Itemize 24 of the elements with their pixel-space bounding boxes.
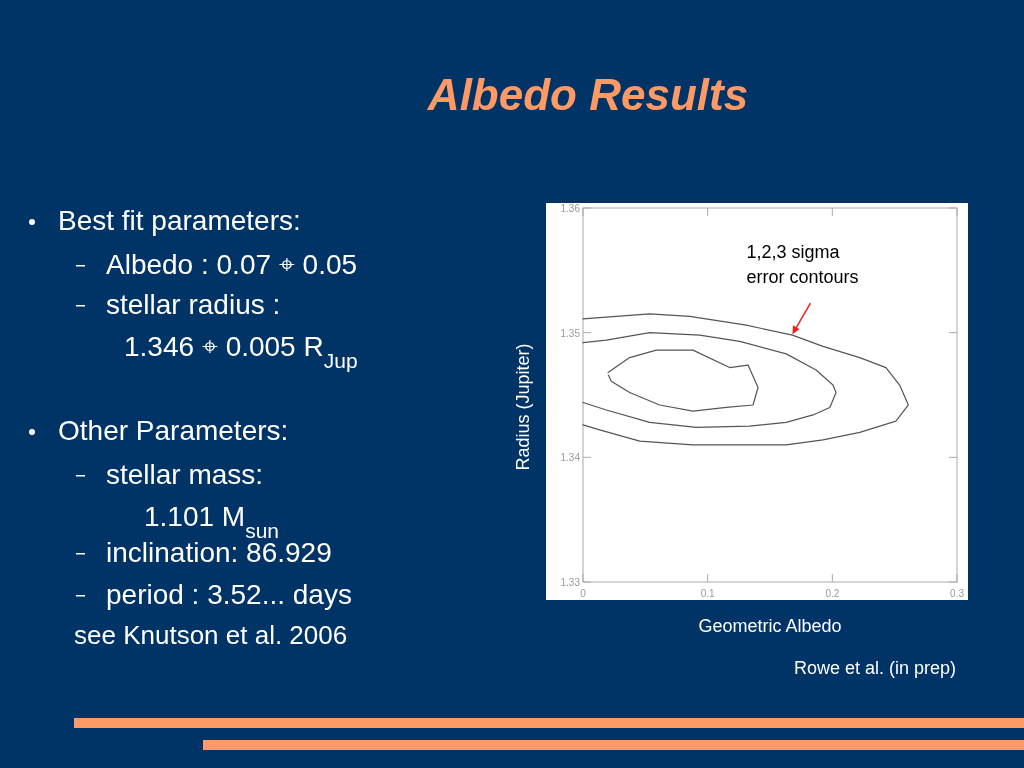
x-tick-label: 0.3 [950, 588, 965, 599]
line-series [607, 349, 759, 412]
x-axis-title: Geometric Albedo [698, 616, 842, 636]
x-tick-label: 0 [580, 588, 587, 599]
text: Other Parameters: [58, 415, 289, 446]
text: Rowe et al. (in prep) [793, 658, 956, 678]
y-tick-label: 1.36 [560, 203, 581, 214]
text: period : 3.52... days [106, 579, 352, 610]
text: stellar mass: [106, 459, 264, 490]
y-tick-label: 1.34 [560, 452, 581, 464]
line-series [582, 332, 837, 429]
text: stellar radius : [106, 289, 281, 320]
x-tick-label: 0.1 [700, 588, 716, 599]
text: see Knutson et al. 2006 [74, 620, 348, 650]
text: Albedo : 0.07 ⌖ 0.05 [106, 249, 358, 280]
y-axis-title: Radius (Jupiter) [513, 343, 533, 471]
text: 1.346 ⌖ 0.005 R$_{Jup}$ [124, 331, 358, 372]
y-tick-label: 1.35 [560, 327, 581, 339]
chart-title: Albedo Results [426, 70, 749, 119]
line-series [582, 313, 909, 446]
annotation: 1,2,3 sigma error contours [746, 242, 859, 288]
x-tick-label: 0.2 [825, 588, 840, 599]
text: Best fit parameters: [58, 205, 301, 236]
y-tick-label: 1.33 [560, 577, 581, 588]
